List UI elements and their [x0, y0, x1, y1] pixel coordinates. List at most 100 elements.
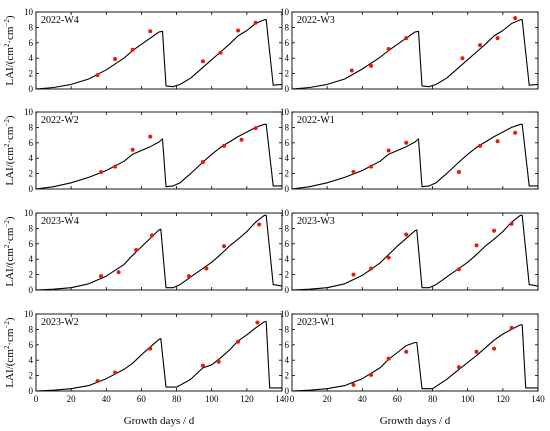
plot-frame	[35, 313, 283, 392]
observed-point	[236, 28, 241, 33]
observed-point	[404, 232, 409, 237]
observed-point	[130, 147, 135, 152]
observed-point	[218, 50, 223, 55]
y-tick-label: 4	[285, 153, 290, 163]
y-tick-label: 10	[280, 208, 290, 218]
panel-2022-W2: 0 2 4 6 8 10 2022-W2	[24, 107, 283, 194]
observed-point	[492, 346, 497, 351]
observed-point	[239, 137, 244, 142]
y-tick-label: 2	[285, 69, 290, 79]
y-tick-label: 8	[29, 324, 34, 334]
observed-point	[386, 255, 391, 260]
x-tick-label: 20	[67, 394, 77, 404]
simulated-series-line	[291, 19, 539, 90]
panels-layer: 0 2 4 6 8 10 2022-W4 0 2 4 6 8 10 2022-W3 0 2 4 6 8 10 2022-…	[24, 7, 545, 404]
x-tick-label: 100	[461, 394, 475, 404]
plot-frame	[291, 111, 539, 190]
y-tick-label: 0	[29, 386, 34, 396]
y-tick-label: 8	[29, 22, 34, 32]
observed-point	[148, 134, 153, 139]
x-tick-label: 80	[172, 394, 182, 404]
panel-2022-W4: 0 2 4 6 8 10 2022-W4	[24, 7, 283, 94]
panel-label: 2023-W3	[297, 216, 335, 227]
x-tick-label: 0	[290, 394, 295, 404]
observed-point	[474, 349, 479, 354]
observed-point	[492, 228, 497, 233]
y-tick-label: 4	[285, 355, 290, 365]
panel-2023-W4: 0 2 4 6 8 10 2023-W4	[24, 208, 283, 295]
y-tick-label: 6	[29, 239, 34, 249]
simulated-series-line	[35, 214, 283, 291]
observed-point	[509, 325, 514, 330]
x-tick-label: 60	[393, 394, 403, 404]
y-tick-label: 0	[285, 84, 290, 94]
x-tick-label: 140	[531, 394, 545, 404]
y-tick-label: 4	[285, 53, 290, 63]
y-tick-label: 6	[285, 38, 290, 48]
observed-point	[130, 47, 135, 52]
observed-point	[456, 365, 461, 370]
observed-point	[95, 378, 100, 383]
observed-point	[253, 20, 258, 25]
y-tick-label: 4	[29, 153, 34, 163]
observed-point	[200, 59, 205, 64]
simulated-series-line	[35, 321, 282, 392]
observed-point	[186, 274, 191, 279]
y-tick-label: 2	[29, 270, 34, 280]
plot-frame	[291, 212, 539, 291]
y-tick-label: 4	[29, 53, 34, 63]
panel-label: 2023-W1	[297, 317, 335, 328]
y-tick-label: 10	[24, 107, 34, 117]
y-tick-label: 2	[285, 270, 290, 280]
observed-point	[134, 247, 139, 252]
y-tick-label: 2	[285, 371, 290, 381]
observed-point	[386, 148, 391, 153]
x-tick-label: 0	[34, 394, 39, 404]
observed-point	[351, 272, 356, 277]
y-tick-label: 6	[285, 138, 290, 148]
observed-point	[216, 359, 221, 364]
simulated-series-line	[35, 123, 282, 190]
y-tick-label: 10	[24, 208, 34, 218]
observed-point	[149, 233, 154, 238]
y-tick-label: 0	[285, 285, 290, 295]
y-tick-label: 6	[29, 38, 34, 48]
observed-point	[99, 274, 104, 279]
y-axis-title: LAI/(cm2·cm−2)	[3, 216, 16, 287]
y-tick-label: 2	[29, 69, 34, 79]
observed-point	[99, 170, 104, 175]
observed-point	[495, 139, 500, 144]
y-tick-label: 4	[29, 254, 34, 264]
observed-point	[116, 270, 121, 275]
observed-point	[349, 68, 354, 73]
x-tick-label: 140	[275, 394, 289, 404]
observed-point	[253, 126, 258, 131]
observed-point	[222, 244, 227, 249]
x-tick-label: 100	[205, 394, 219, 404]
observed-point	[351, 382, 356, 387]
observed-point	[513, 16, 518, 21]
observed-point	[204, 266, 209, 271]
observed-point	[404, 36, 409, 41]
observed-point	[386, 356, 391, 361]
x-tick-label: 20	[323, 394, 333, 404]
y-tick-label: 6	[285, 340, 290, 350]
y-tick-label: 0	[29, 184, 34, 194]
observed-point	[474, 243, 479, 248]
observed-point	[113, 164, 118, 169]
y-tick-label: 8	[285, 22, 290, 32]
y-axis-title: LAI/(cm2·cm−2)	[3, 115, 16, 186]
observed-point	[478, 143, 483, 148]
x-tick-label: 40	[102, 394, 112, 404]
y-axis-title: LAI/(cm2·cm−2)	[3, 317, 16, 388]
simulated-series-line	[35, 19, 283, 90]
observed-point	[351, 170, 356, 175]
observed-point	[113, 56, 118, 61]
y-tick-label: 2	[29, 169, 34, 179]
observed-point	[255, 320, 260, 325]
panel-2022-W3: 0 2 4 6 8 10 2022-W3	[280, 7, 539, 94]
plot-frame	[35, 11, 283, 90]
observed-point	[369, 164, 374, 169]
plot-frame	[291, 11, 539, 90]
